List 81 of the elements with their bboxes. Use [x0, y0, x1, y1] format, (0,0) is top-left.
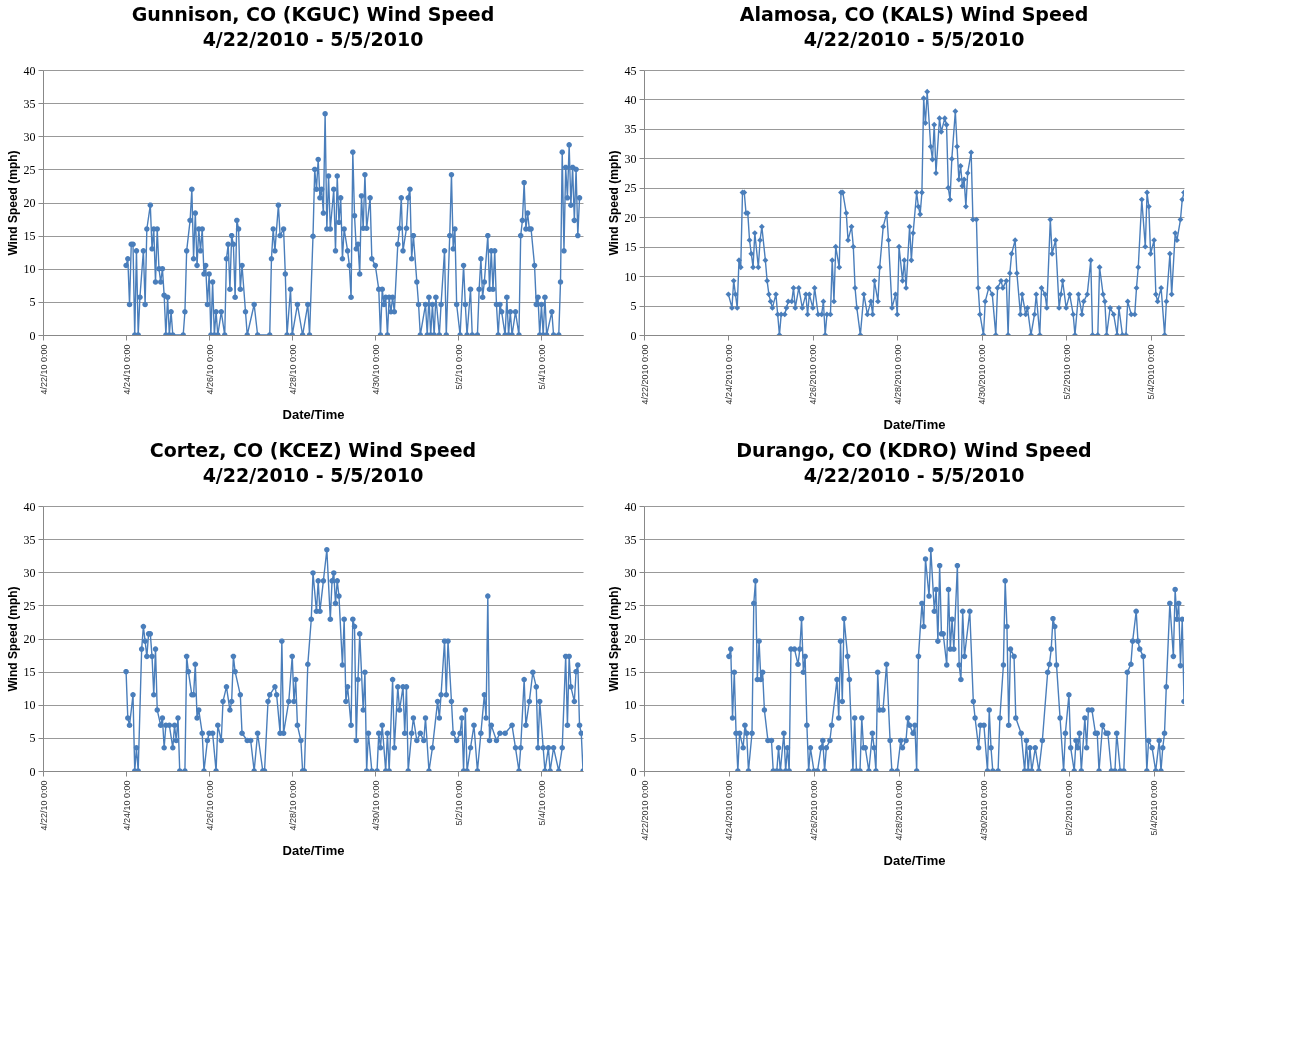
x-axis-title: Date/Time — [282, 406, 345, 422]
y-tick-label: 5 — [29, 731, 36, 746]
x-tick-label: 4/30/2010 0:00 — [977, 344, 988, 405]
y-tick-label: 15 — [624, 240, 637, 255]
y-tick-label: 5 — [630, 731, 637, 746]
x-axis-title: Date/Time — [883, 416, 946, 432]
x-tick-label: 4/28/2010 0:00 — [894, 780, 905, 841]
x-axis-title: Date/Time — [883, 852, 946, 868]
chart-title: Cortez, CO (KCEZ) Wind Speed — [149, 439, 477, 461]
chart-subtitle: 4/22/2010 - 5/5/2010 — [803, 464, 1025, 486]
y-tick-label: 15 — [23, 665, 36, 680]
x-tick-label: 4/30/10 0:00 — [370, 344, 381, 395]
y-tick-label: 25 — [23, 598, 36, 613]
x-tick-label: 4/28/2010 0:00 — [892, 344, 903, 405]
x-tick-label: 5/2/10 0:00 — [453, 780, 464, 826]
y-tick-label: 30 — [624, 565, 637, 580]
y-tick-label: 0 — [29, 764, 36, 779]
y-tick-label: 10 — [624, 269, 637, 284]
x-tick-label: 5/4/10 0:00 — [536, 780, 547, 826]
y-tick-label: 25 — [624, 181, 637, 196]
chart-subtitle: 4/22/2010 - 5/5/2010 — [202, 28, 424, 50]
y-axis-title: Wind Speed (mph) — [5, 586, 20, 692]
y-tick-label: 45 — [624, 63, 637, 78]
x-tick-label: 4/28/10 0:00 — [287, 344, 298, 395]
y-tick-label: 20 — [624, 210, 637, 225]
y-tick-label: 5 — [29, 295, 36, 310]
x-tick-label: 4/26/10 0:00 — [204, 780, 215, 831]
y-tick-label: 40 — [624, 92, 637, 107]
x-tick-label: 4/26/2010 0:00 — [808, 344, 819, 405]
y-tick-label: 30 — [23, 129, 36, 144]
y-tick-label: 35 — [624, 122, 637, 137]
y-tick-label: 10 — [23, 262, 36, 277]
x-tick-label: 5/2/10 0:00 — [453, 344, 464, 390]
y-tick-label: 10 — [23, 698, 36, 713]
x-tick-label: 4/24/2010 0:00 — [723, 344, 734, 405]
x-tick-label: 4/22/2010 0:00 — [639, 780, 650, 841]
y-tick-label: 35 — [23, 532, 36, 547]
x-tick-label: 4/26/10 0:00 — [204, 344, 215, 395]
y-axis-title: Wind Speed (mph) — [606, 150, 621, 256]
y-tick-label: 5 — [630, 299, 637, 314]
y-tick-label: 25 — [624, 598, 637, 613]
x-tick-label: 5/4/10 0:00 — [536, 344, 547, 390]
y-tick-label: 0 — [630, 764, 637, 779]
y-axis-title: Wind Speed (mph) — [5, 150, 20, 256]
x-tick-label: 5/4/2010 0:00 — [1149, 780, 1160, 836]
y-tick-label: 35 — [23, 96, 36, 111]
y-tick-label: 0 — [29, 328, 36, 343]
chart-subtitle: 4/22/2010 - 5/5/2010 — [202, 464, 424, 486]
x-tick-label: 5/2/2010 0:00 — [1061, 344, 1072, 400]
y-tick-label: 30 — [624, 151, 637, 166]
x-tick-label: 4/24/2010 0:00 — [724, 780, 735, 841]
y-tick-label: 35 — [624, 532, 637, 547]
y-tick-label: 40 — [624, 499, 637, 514]
chart-title: Gunnison, CO (KGUC) Wind Speed — [131, 3, 495, 25]
y-tick-label: 20 — [23, 196, 36, 210]
x-tick-label: 5/2/2010 0:00 — [1064, 780, 1075, 836]
y-tick-label: 15 — [23, 229, 36, 244]
y-tick-label: 40 — [23, 63, 36, 78]
y-tick-label: 25 — [23, 162, 36, 177]
chart-title: Alamosa, CO (KALS) Wind Speed — [739, 3, 1089, 25]
x-tick-label: 4/22/2010 0:00 — [639, 344, 650, 405]
y-tick-label: 30 — [23, 565, 36, 580]
x-tick-label: 4/30/10 0:00 — [370, 780, 381, 831]
x-tick-label: 5/4/2010 0:00 — [1146, 344, 1157, 400]
x-tick-label: 4/22/10 0:00 — [38, 780, 49, 831]
x-axis-title: Date/Time — [282, 842, 345, 858]
y-tick-label: 40 — [23, 499, 36, 514]
chart-title: Durango, CO (KDRO) Wind Speed — [736, 439, 1092, 461]
y-tick-label: 15 — [624, 665, 637, 680]
x-tick-label: 4/28/10 0:00 — [287, 780, 298, 831]
x-tick-label: 4/24/10 0:00 — [121, 780, 132, 831]
x-tick-label: 4/26/2010 0:00 — [809, 780, 820, 841]
y-tick-label: 0 — [630, 328, 637, 343]
x-tick-label: 4/24/10 0:00 — [121, 344, 132, 395]
chart-subtitle: 4/22/2010 - 5/5/2010 — [803, 28, 1025, 50]
y-tick-label: 20 — [23, 632, 36, 646]
y-tick-label: 20 — [624, 632, 637, 646]
y-tick-label: 10 — [624, 698, 637, 713]
x-tick-label: 4/22/10 0:00 — [38, 344, 49, 395]
x-tick-label: 4/30/2010 0:00 — [979, 780, 990, 841]
y-axis-title: Wind Speed (mph) — [606, 586, 621, 692]
